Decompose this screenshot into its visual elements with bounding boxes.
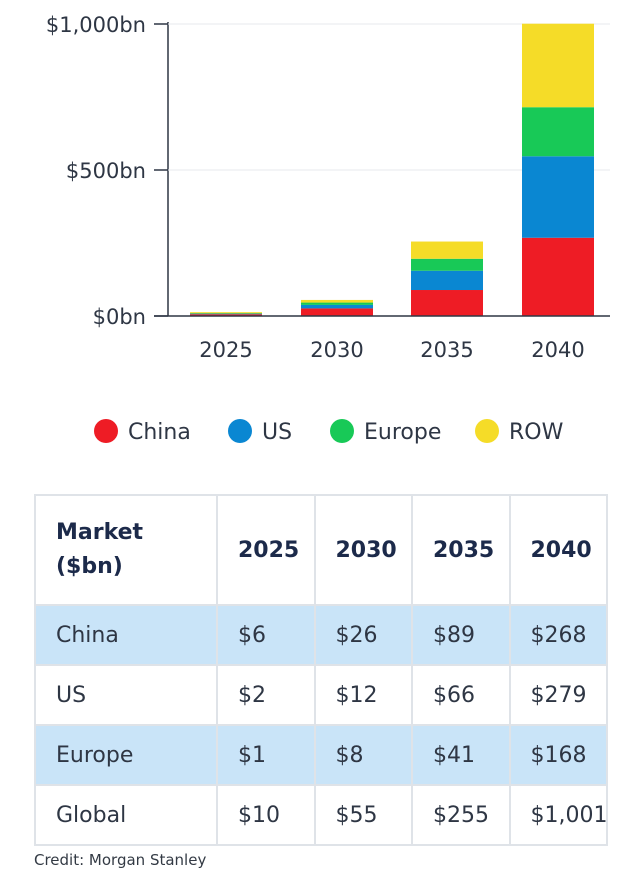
bars [190,23,594,316]
bar-china-2025 [190,314,262,316]
credit-text: Credit: Morgan Stanley [34,851,207,869]
bar-europe-2030 [301,302,373,305]
table-cell: $41 [411,724,511,786]
legend-label: Europe [364,420,441,445]
stacked-bar-chart: $0bn $500bn $1,000bn 2025 2030 2035 2040 Chin… [46,13,610,445]
table-cell: $26 [313,604,413,666]
table-cell: $89 [411,604,511,666]
table-cell: $8 [313,724,413,786]
table-cell: $168 [508,724,608,786]
bar-us-2040 [522,156,594,238]
header-year: 2035 [411,494,511,606]
table-cell: $268 [508,604,608,666]
bar-china-2040 [522,237,594,316]
y-tick-label: $1,000bn [46,13,146,37]
legend-item-europe: Europe [330,419,441,445]
bar-china-2030 [301,308,373,316]
x-tick-label: 2025 [199,338,252,362]
table-cell: $1,001 [508,784,608,846]
x-tick-label: 2030 [310,338,363,362]
bar-europe-2035 [411,258,483,271]
table-row-global: Global $10 $55 $255 $1,001 [34,784,608,846]
table-row-china: China $6 $26 $89 $268 [34,604,608,666]
legend-swatch [94,419,118,443]
legend-item-us: US [228,419,292,445]
header-year: 2025 [216,494,316,606]
table-header-row: Market ($bn) 2025 2030 2035 2040 [34,494,608,606]
x-axis: 2025 2030 2035 2040 [154,315,610,362]
x-tick-label: 2040 [531,338,584,362]
table-row-us: US $2 $12 $66 $279 [34,664,608,726]
table-row-europe: Europe $1 $8 $41 $168 [34,724,608,786]
header-year: 2030 [313,494,413,606]
legend-label: US [262,420,292,445]
legend: China US Europe ROW [94,419,564,445]
bar-us-2030 [301,304,373,309]
table-cell: $10 [216,784,316,846]
y-tick-label: $0bn [93,305,146,329]
header-market-line2: ($bn) [56,554,123,579]
market-table: Market ($bn) 2025 2030 2035 2040 China $… [34,494,608,846]
bar-row-2035 [411,241,483,259]
table-cell: $55 [313,784,413,846]
row-label: Global [34,784,218,846]
table-cell: $2 [216,664,316,726]
row-label: China [34,604,218,666]
table-cell: $279 [508,664,608,726]
table-cell: $12 [313,664,413,726]
table-cell: $255 [411,784,511,846]
row-label: US [34,664,218,726]
header-market-line1: Market [56,520,144,545]
header-market: Market ($bn) [34,494,218,606]
table-cell: $66 [411,664,511,726]
legend-item-china: China [94,419,191,445]
x-tick-label: 2035 [420,338,473,362]
market-table-container: Market ($bn) 2025 2030 2035 2040 China $… [34,494,608,846]
legend-swatch [330,419,354,443]
bar-row-2030 [301,299,373,303]
table-cell: $6 [216,604,316,666]
legend-label: ROW [509,420,564,445]
bar-europe-2040 [522,107,594,157]
bar-us-2035 [411,270,483,291]
legend-swatch [228,419,252,443]
legend-label: China [128,420,191,445]
y-axis: $0bn $500bn $1,000bn [46,13,610,329]
y-tick-label: $500bn [66,159,146,183]
legend-swatch [475,419,499,443]
bar-china-2035 [411,290,483,316]
table-cell: $1 [216,724,316,786]
bar-row-2040 [522,23,594,108]
bar-row-2025 [190,312,262,314]
row-label: Europe [34,724,218,786]
legend-item-row: ROW [475,419,564,445]
header-year: 2040 [508,494,608,606]
